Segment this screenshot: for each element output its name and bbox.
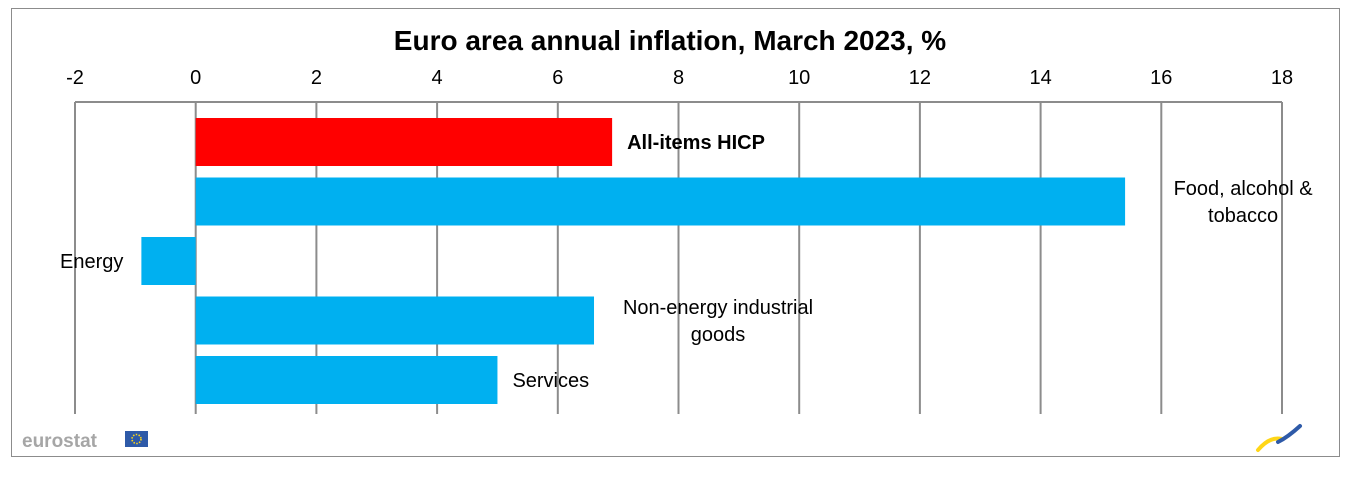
chart-title: Euro area annual inflation, March 2023, …	[394, 25, 946, 56]
bar-label: Food, alcohol & tobacco	[1174, 178, 1314, 227]
bar-all-items-hicp	[195, 118, 613, 166]
x-tick-label: 16	[1150, 67, 1172, 89]
bar-label-line: Food, alcohol &	[1174, 178, 1314, 200]
bar-labels: All-items HICP Food, alcohol & tobacco Ener…	[60, 132, 1313, 392]
eurostat-swoosh-icon	[1256, 424, 1302, 452]
chart-canvas: Euro area annual inflation, March 2023, …	[22, 25, 1313, 452]
x-tick-label: 10	[788, 67, 810, 89]
x-tick-label: 6	[552, 67, 563, 89]
bar-label: Energy	[60, 251, 123, 273]
x-tick-label: 8	[673, 67, 684, 89]
x-tick-label: 2	[311, 67, 322, 89]
bar-label: Services	[512, 370, 589, 392]
bar-label-line: Non-energy industrial	[623, 297, 813, 319]
eurostat-logo-text: eurostat	[22, 431, 98, 452]
bar-label-line: Services	[512, 370, 589, 392]
bar-non-energy-industrial-goods	[195, 296, 595, 345]
bar-energy	[141, 237, 196, 285]
x-tick-label: 4	[432, 67, 443, 89]
bar-label-line: tobacco	[1208, 205, 1278, 227]
x-tick-label: 14	[1029, 67, 1051, 89]
chart-frame: Euro area annual inflation, March 2023, …	[11, 8, 1340, 457]
bar-label: All-items HICP	[627, 132, 765, 154]
bar-label-line: Energy	[60, 251, 123, 273]
bar-food-alcohol-tobacco	[195, 177, 1126, 226]
x-axis-ticks: -2 0 2 4 6 8 10 12 14 16 18	[66, 67, 1293, 89]
bars	[141, 118, 1126, 404]
x-tick-label: 12	[909, 67, 931, 89]
eurostat-logo: eurostat	[22, 431, 148, 452]
bar-services	[195, 356, 498, 404]
bar-label-line: goods	[691, 324, 746, 346]
bar-label-line: All-items HICP	[627, 132, 765, 154]
bar-label: Non-energy industrial goods	[623, 297, 813, 346]
eu-flag-icon	[125, 431, 148, 447]
x-tick-label: 18	[1271, 67, 1293, 89]
x-tick-label: -2	[66, 67, 84, 89]
x-tick-label: 0	[190, 67, 201, 89]
